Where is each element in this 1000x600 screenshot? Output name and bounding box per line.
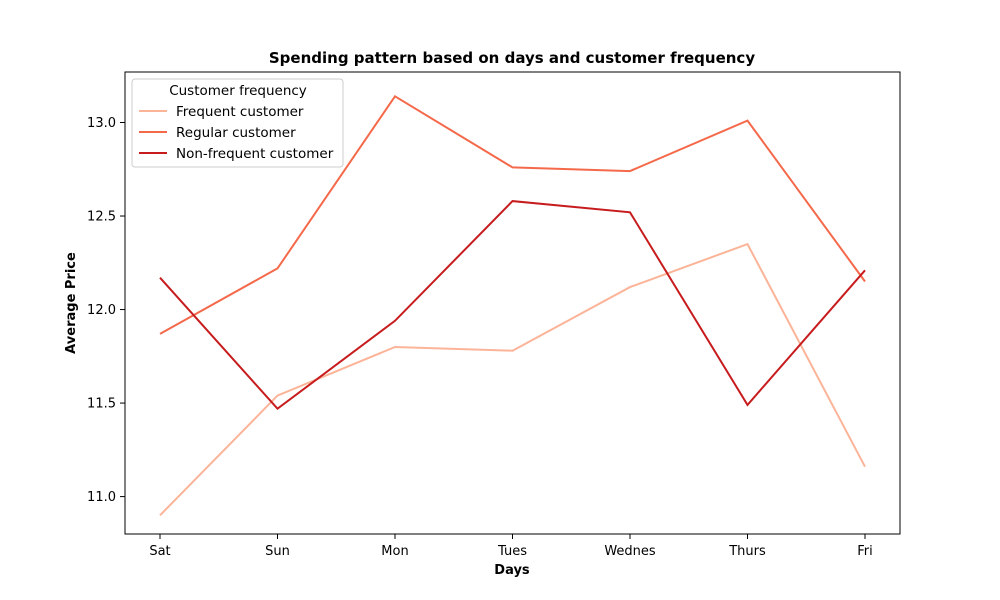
series-line-2 [159, 200, 866, 411]
legend-label-1: Regular customer [176, 125, 296, 141]
chart-title: Spending pattern based on days and custo… [269, 49, 755, 67]
x-axis-label: Days [494, 563, 530, 578]
x-tick-label: Fri [857, 544, 873, 559]
x-axis: Sat Sun Mon Tues Wednes Thurs Fri [149, 534, 873, 559]
y-tick-label: 11.0 [87, 490, 116, 505]
x-tick-label: Wednes [604, 544, 656, 559]
legend-frame [131, 78, 344, 168]
legend-label-0: Frequent customer [176, 104, 304, 120]
series-line-1 [159, 94, 866, 335]
y-tick-label: 12.5 [87, 210, 116, 225]
legend-entries: Frequent customer Regular customer Non-fre… [139, 104, 334, 162]
y-tick-label: 13.0 [87, 116, 116, 131]
y-axis-label: Average Price [64, 252, 79, 354]
legend-title: Customer frequency [169, 83, 307, 99]
y-tick-label: 11.5 [87, 397, 116, 412]
series-line-0 [159, 242, 866, 517]
legend: Customer frequency Frequent customer Regu… [131, 78, 344, 168]
x-tick-label: Sat [149, 544, 170, 559]
y-tick-label: 12.0 [87, 303, 116, 318]
x-tick-label: Sun [265, 544, 290, 559]
y-axis: 11.0 11.5 12.0 12.5 13.0 [87, 116, 125, 505]
legend-label-2: Non-frequent customer [176, 146, 334, 162]
series-layer [159, 94, 866, 517]
x-tick-label: Mon [381, 544, 408, 559]
x-tick-label: Tues [497, 544, 527, 559]
x-tick-label: Thurs [728, 544, 766, 559]
